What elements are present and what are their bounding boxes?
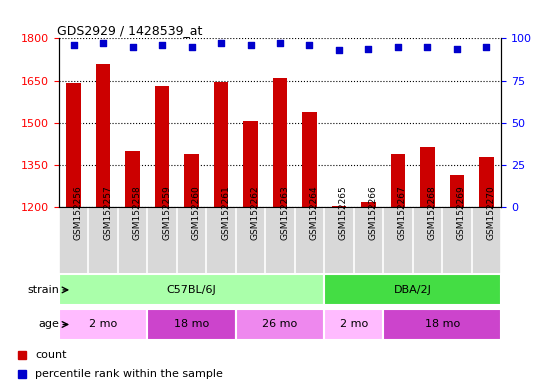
Bar — [302, 112, 317, 207]
Bar — [324, 274, 501, 306]
Text: GSM152256: GSM152256 — [73, 185, 82, 240]
Text: GSM152257: GSM152257 — [103, 185, 112, 240]
Point — [452, 45, 461, 51]
Point — [423, 44, 432, 50]
Bar — [361, 202, 376, 207]
Point — [305, 42, 314, 48]
Text: 18 mo: 18 mo — [424, 319, 460, 329]
Text: DBA/2J: DBA/2J — [394, 285, 432, 295]
Bar — [147, 309, 236, 340]
Point — [99, 40, 108, 46]
Text: 2 mo: 2 mo — [89, 319, 117, 329]
Bar — [332, 206, 346, 207]
Bar — [59, 309, 147, 340]
Bar — [243, 121, 258, 207]
Text: GSM152260: GSM152260 — [192, 185, 200, 240]
Bar — [213, 82, 228, 207]
Bar — [479, 157, 494, 207]
Text: GDS2929 / 1428539_at: GDS2929 / 1428539_at — [57, 24, 202, 37]
Point — [364, 45, 373, 51]
Text: GSM152269: GSM152269 — [457, 185, 466, 240]
Text: GSM152267: GSM152267 — [398, 185, 407, 240]
Text: GSM152265: GSM152265 — [339, 185, 348, 240]
Text: 26 mo: 26 mo — [263, 319, 297, 329]
Bar — [155, 86, 169, 207]
Point — [69, 42, 78, 48]
Bar — [96, 64, 110, 207]
Point — [157, 42, 166, 48]
Bar — [273, 78, 287, 207]
Text: strain: strain — [27, 285, 59, 295]
Text: C57BL/6J: C57BL/6J — [167, 285, 216, 295]
Point — [217, 40, 226, 46]
Text: percentile rank within the sample: percentile rank within the sample — [35, 369, 223, 379]
Point — [187, 44, 196, 50]
Text: GSM152262: GSM152262 — [250, 185, 259, 240]
Bar — [59, 274, 324, 306]
Text: GSM152268: GSM152268 — [427, 185, 436, 240]
Point — [482, 44, 491, 50]
Text: GSM152263: GSM152263 — [280, 185, 289, 240]
Text: GSM152264: GSM152264 — [310, 185, 319, 240]
Point — [394, 44, 403, 50]
Bar — [450, 175, 464, 207]
Point — [128, 44, 137, 50]
Bar — [383, 309, 501, 340]
Point — [276, 40, 284, 46]
Text: 18 mo: 18 mo — [174, 319, 209, 329]
Text: GSM152261: GSM152261 — [221, 185, 230, 240]
Point — [334, 47, 343, 53]
Text: GSM152270: GSM152270 — [487, 185, 496, 240]
Bar — [236, 309, 324, 340]
Bar — [125, 151, 140, 207]
Bar — [420, 147, 435, 207]
Text: count: count — [35, 350, 67, 360]
Bar — [184, 154, 199, 207]
Bar — [66, 83, 81, 207]
Text: 2 mo: 2 mo — [339, 319, 368, 329]
Bar — [390, 154, 405, 207]
Text: GSM152258: GSM152258 — [133, 185, 142, 240]
Point — [246, 42, 255, 48]
Text: age: age — [38, 319, 59, 329]
Text: GSM152266: GSM152266 — [368, 185, 377, 240]
Bar — [324, 309, 383, 340]
Text: GSM152259: GSM152259 — [162, 185, 171, 240]
